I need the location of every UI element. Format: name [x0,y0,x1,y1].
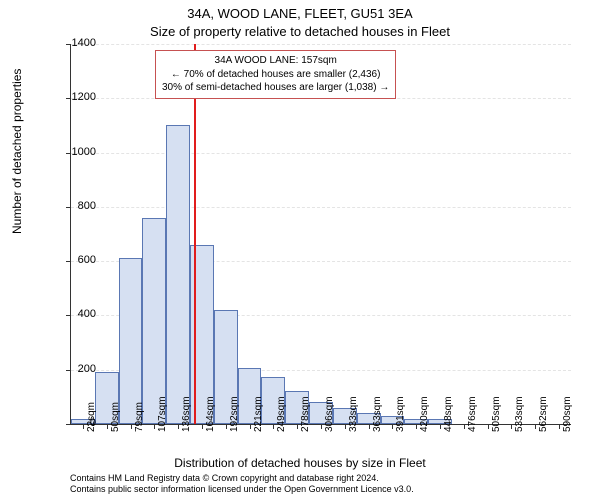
xtick-label: 107sqm [157,396,168,432]
xtick-label: 476sqm [467,396,478,432]
ytick-label: 600 [46,254,96,266]
ytick-label: 800 [46,200,96,212]
xtick-label: 448sqm [443,396,454,432]
xtick-label: 505sqm [491,396,502,432]
ytick-label: 1400 [46,37,96,49]
reference-line [194,44,196,424]
xtick-label: 333sqm [348,396,359,432]
xtick-label: 249sqm [276,396,287,432]
annotation-line1: 34A WOOD LANE: 157sqm [162,54,389,68]
xtick-label: 306sqm [324,396,335,432]
xtick-mark [154,424,155,429]
xtick-label: 391sqm [395,396,406,432]
xtick-label: 533sqm [514,396,525,432]
xtick-mark [321,424,322,429]
xtick-mark [178,424,179,429]
xtick-label: 590sqm [562,396,573,432]
histogram-bar [119,258,143,424]
xtick-mark [107,424,108,429]
gridline [71,207,571,208]
histogram-bar [166,125,190,424]
xtick-label: 79sqm [134,402,145,432]
xtick-label: 221sqm [253,396,264,432]
gridline [71,153,571,154]
xtick-label: 22sqm [86,402,97,432]
ytick-label: 200 [46,363,96,375]
xtick-label: 420sqm [419,396,430,432]
xtick-mark [131,424,132,429]
xtick-mark [440,424,441,429]
xtick-mark [250,424,251,429]
xtick-label: 50sqm [110,402,121,432]
ytick-label: 1200 [46,91,96,103]
xtick-mark [559,424,560,429]
xtick-mark [273,424,274,429]
histogram-bar [142,218,166,424]
xtick-mark [392,424,393,429]
chart-title-line1: 34A, WOOD LANE, FLEET, GU51 3EA [0,6,600,21]
xtick-label: 164sqm [205,396,216,432]
xtick-mark [226,424,227,429]
y-axis-label: Number of detached properties [10,69,24,234]
attribution-footer: Contains HM Land Registry data © Crown c… [70,473,414,496]
x-axis-label: Distribution of detached houses by size … [0,456,600,470]
xtick-label: 278sqm [300,396,311,432]
xtick-mark [369,424,370,429]
ytick-label: 400 [46,308,96,320]
xtick-mark [535,424,536,429]
annotation-line2: ← 70% of detached houses are smaller (2,… [162,68,389,82]
xtick-mark [416,424,417,429]
xtick-label: 136sqm [181,396,192,432]
footer-line2: Contains public sector information licen… [70,484,414,496]
xtick-label: 192sqm [229,396,240,432]
annotation-box: 34A WOOD LANE: 157sqm← 70% of detached h… [155,50,396,99]
xtick-mark [488,424,489,429]
xtick-mark [345,424,346,429]
xtick-mark [464,424,465,429]
xtick-mark [202,424,203,429]
annotation-line3: 30% of semi-detached houses are larger (… [162,81,389,95]
xtick-label: 363sqm [372,396,383,432]
ytick-label: 1000 [46,146,96,158]
footer-line1: Contains HM Land Registry data © Crown c… [70,473,414,485]
chart-plot-area [70,44,571,425]
xtick-mark [511,424,512,429]
gridline [71,44,571,45]
xtick-label: 562sqm [538,396,549,432]
xtick-mark [297,424,298,429]
